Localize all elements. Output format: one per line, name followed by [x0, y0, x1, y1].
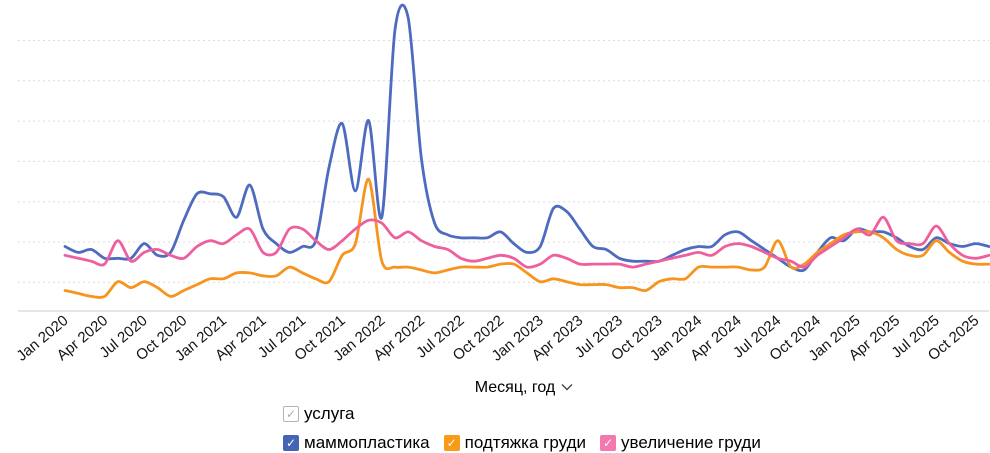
- series-line-0: [63, 3, 990, 273]
- legend-item-uvelichenie-grudi[interactable]: ✓ увеличение груди: [599, 433, 761, 453]
- legend-filter-usluga[interactable]: ✓ услуга: [283, 404, 355, 424]
- legend-filter-label: услуга: [304, 404, 355, 423]
- mammoplastika-checkbox[interactable]: ✓: [283, 435, 299, 451]
- legend-item-label: маммопластика: [304, 433, 430, 452]
- series-line-2: [63, 215, 990, 269]
- legend-item-mammoplastika[interactable]: ✓ маммопластика: [283, 433, 430, 453]
- uvelichenie-grudi-checkbox[interactable]: ✓: [599, 435, 616, 451]
- x-axis-title: Месяц, год: [474, 379, 556, 396]
- chart-legend: ✓ услуга ✓ маммопластика ✓ подтяжка груд…: [283, 404, 775, 453]
- legend-item-label: увеличение груди: [620, 433, 761, 452]
- chevron-down-icon: [561, 378, 573, 396]
- legend-item-podtyazhka-grudi[interactable]: ✓ подтяжка груди: [443, 433, 586, 453]
- series-line-1: [63, 177, 990, 299]
- podtyazhka-grudi-checkbox[interactable]: ✓: [443, 435, 460, 451]
- usluga-checkbox[interactable]: ✓: [283, 406, 299, 422]
- x-axis-title-dropdown[interactable]: Месяц, год: [58, 378, 990, 397]
- legend-series-row: ✓ маммопластика ✓ подтяжка груди ✓ увели…: [283, 433, 775, 453]
- legend-filter-row: ✓ услуга: [283, 404, 775, 424]
- legend-item-label: подтяжка груди: [464, 433, 586, 452]
